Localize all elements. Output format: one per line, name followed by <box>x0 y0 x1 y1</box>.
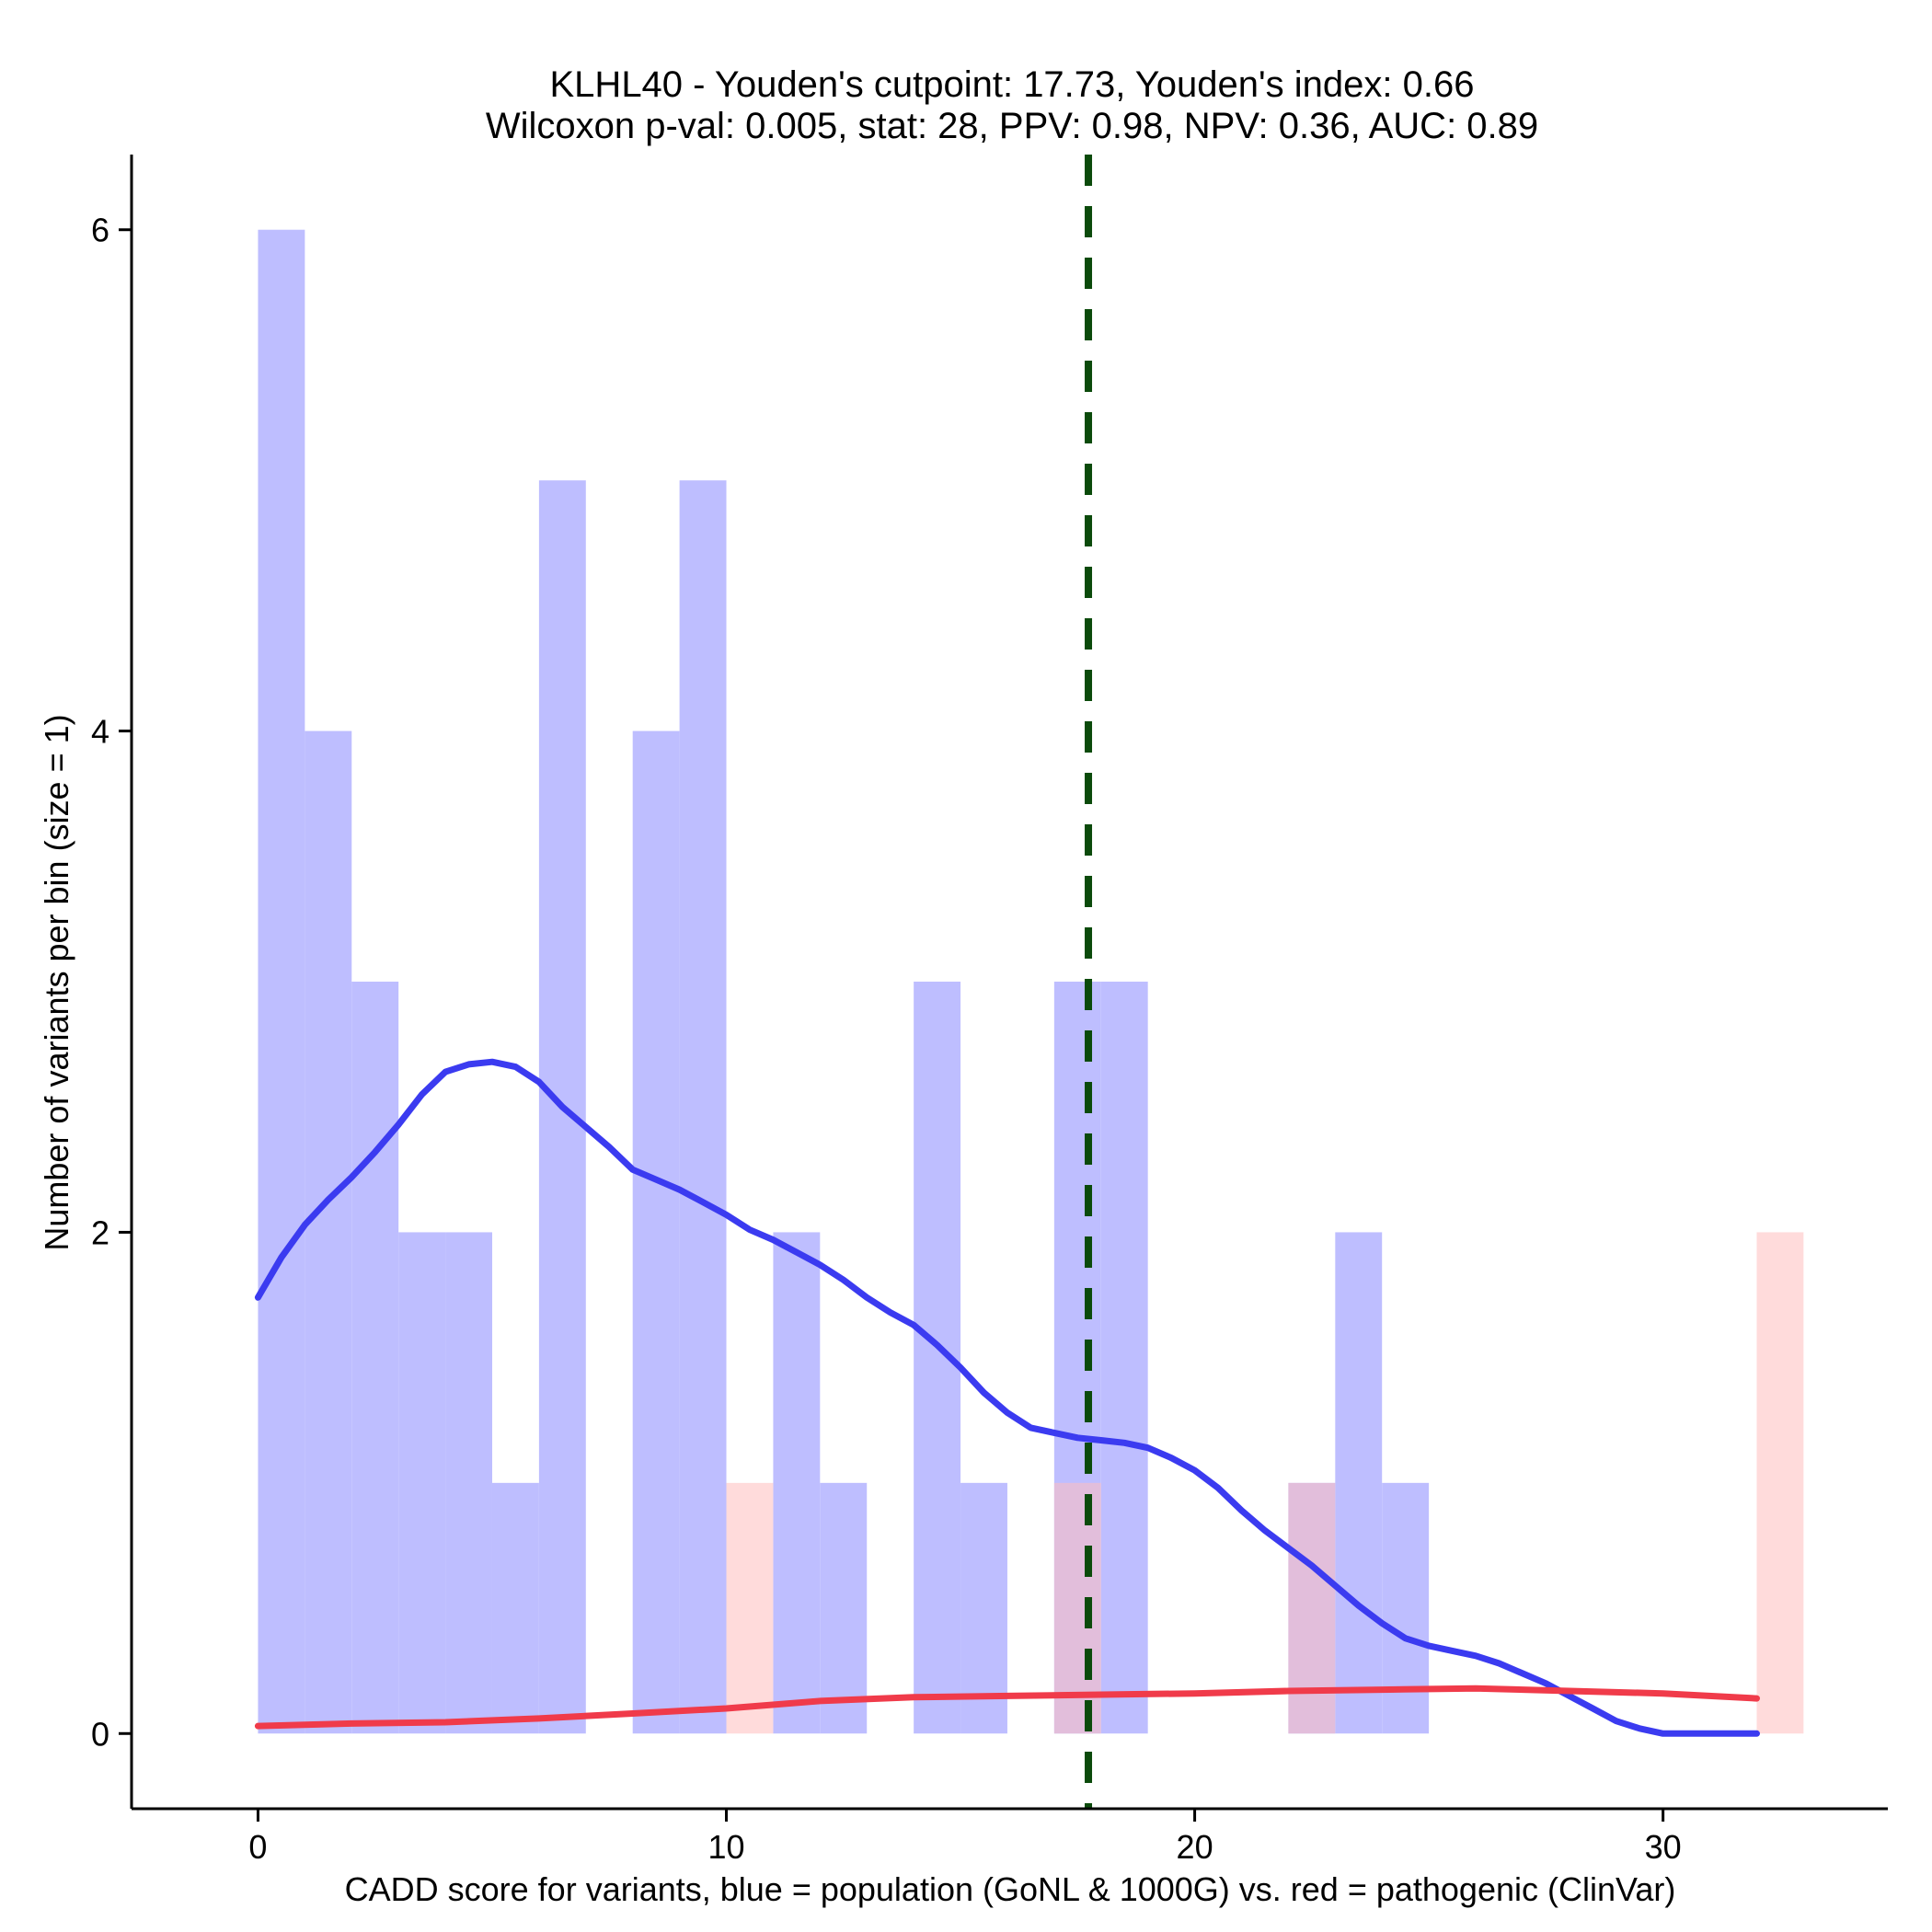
population-bar <box>445 1232 492 1734</box>
population-bar <box>1100 982 1148 1734</box>
population-bars <box>258 229 1430 1734</box>
density-curves <box>254 1058 1760 1737</box>
pathogenic-density-line <box>254 1685 1760 1730</box>
population-bar <box>960 1482 1007 1734</box>
population-density-line <box>254 1058 1760 1737</box>
population-bar <box>1382 1482 1430 1734</box>
population-bar <box>1335 1232 1383 1734</box>
population-bar <box>398 1232 446 1734</box>
population-bar <box>773 1232 821 1734</box>
population-bar <box>351 982 399 1734</box>
population-bar <box>491 1482 539 1734</box>
y-axis-ticks: 0 2 4 6 <box>91 212 132 1753</box>
y-tick-label: 0 <box>91 1715 109 1753</box>
population-bar <box>679 480 727 1734</box>
pathogenic-bar <box>1288 1482 1336 1734</box>
y-tick-label: 6 <box>91 212 109 249</box>
pathogenic-bar <box>1756 1232 1804 1734</box>
y-tick-label: 2 <box>91 1213 109 1251</box>
pathogenic-bar <box>726 1482 774 1734</box>
population-bar <box>258 229 305 1734</box>
x-tick-label: 30 <box>1645 1828 1682 1866</box>
chart-title-line-2: Wilcoxon p-val: 0.005, stat: 28, PPV: 0.… <box>486 106 1538 146</box>
population-bar <box>632 730 680 1734</box>
x-axis-ticks: 0 10 20 30 <box>248 1809 1682 1866</box>
x-axis-label: CADD score for variants, blue = populati… <box>345 1870 1676 1908</box>
x-tick-label: 0 <box>248 1828 267 1866</box>
chart-title-line-1: KLHL40 - Youden's cutpoint: 17.73, Youde… <box>550 64 1475 105</box>
x-tick-label: 10 <box>707 1828 744 1866</box>
population-bar <box>820 1482 868 1734</box>
population-bar <box>305 730 352 1734</box>
y-axis-label: Number of variants per bin (size = 1) <box>38 714 75 1250</box>
x-tick-label: 20 <box>1177 1828 1213 1866</box>
y-tick-label: 4 <box>91 713 109 751</box>
